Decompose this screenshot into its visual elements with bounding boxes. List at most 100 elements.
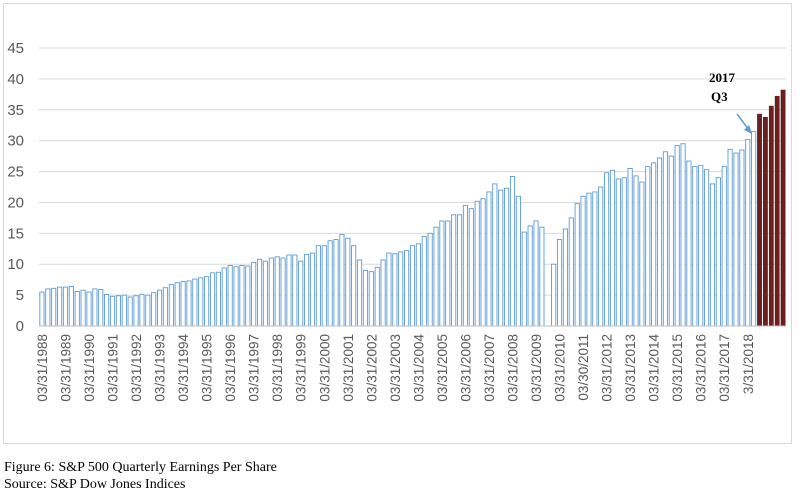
eps-bar [645,166,651,327]
eps-bar [351,245,357,327]
y-tick-label: 10 [7,256,24,273]
eps-bar [221,267,227,327]
eps-bar [533,220,539,327]
eps-bar [504,187,510,327]
eps-bar [298,260,304,327]
annotation-line-1: 2017 [709,70,736,85]
eps-bar [115,295,121,327]
y-tick-label: 45 [7,40,24,57]
eps-bar [592,191,598,327]
eps-bar [68,286,74,327]
x-tick-label: 03/31/2006 [458,334,473,402]
x-tick-label: 03/31/1997 [247,334,262,402]
x-tick-label: 03/31/2005 [435,334,450,402]
eps-bar [668,155,674,327]
eps-bar [233,266,239,327]
eps-bar [633,175,639,327]
eps-bar [751,130,757,327]
eps-bar [39,291,45,327]
eps-bar [698,164,704,327]
x-tick-label: 03/31/1998 [270,334,285,402]
eps-bar [492,183,498,327]
eps-bar [362,269,369,327]
eps-bar [562,228,568,327]
eps-bar [133,295,139,327]
x-tick-label: 03/30/2011 [576,334,591,401]
eps-bar [239,265,245,327]
eps-bar [309,252,316,327]
eps-bar [604,172,610,327]
eps-estimate-bar [763,116,768,327]
eps-bar [398,251,404,327]
eps-bar [692,166,698,327]
eps-bar [598,186,604,327]
eps-bar [721,166,727,327]
eps-bar [98,289,104,327]
eps-bar [333,239,339,327]
eps-bar [357,259,363,327]
y-tick-label: 15 [7,225,24,242]
x-tick-label: 03/31/1995 [200,334,215,402]
eps-bar [639,181,645,327]
eps-bar [515,195,521,327]
eps-estimate-bar [768,105,774,327]
x-tick-label: 03/31/2010 [553,334,568,402]
eps-bar [733,152,739,327]
eps-bar [462,205,469,327]
eps-bar [121,294,127,327]
y-tick-label: 0 [16,318,24,335]
eps-bar [686,160,692,327]
eps-bar [92,288,98,327]
eps-bar [392,253,398,327]
eps-bar [262,260,269,327]
eps-bar [151,292,157,327]
eps-bar [374,266,380,327]
eps-bar [251,261,257,327]
eps-bar [739,149,745,327]
x-tick-label: 03/31/2007 [482,334,497,402]
eps-bar [556,239,563,327]
eps-bar [209,272,216,327]
eps-estimate-bar [757,113,762,327]
eps-bar [421,235,427,327]
y-tick-label: 5 [16,287,24,304]
eps-bar [345,237,351,327]
x-tick-label: 03/31/1989 [58,334,73,402]
x-tick-label: 03/31/2016 [694,334,709,402]
eps-bar [568,217,574,327]
eps-bar [186,280,192,327]
eps-bar [215,271,221,327]
x-axis-ticks: 03/31/1988 03/31/1989 03/31/1990 03/31/1991… [35,334,756,402]
eps-bar [574,203,580,327]
eps-bar [656,157,663,327]
eps-bar [615,178,621,327]
eps-bar [586,192,592,327]
x-tick-label: 03/31/1988 [35,334,50,402]
eps-bar [727,148,733,327]
eps-bar [680,143,686,327]
eps-bar [139,294,145,327]
eps-bar [439,220,445,327]
y-axis-ticks: 0 5 10 15 20 25 30 35 40 45 [7,40,24,335]
eps-bar [498,189,504,327]
x-tick-label: 03/31/2012 [600,334,615,402]
eps-estimate-bar [780,89,786,327]
eps-bar [180,281,186,327]
gridlines [39,47,786,296]
eps-bar [292,254,298,327]
eps-bar [274,256,280,327]
x-tick-label: 03/31/2002 [364,334,379,402]
eps-bar [433,226,439,327]
eps-bar [368,271,374,327]
eps-bar [198,277,204,327]
eps-bar [45,288,51,327]
eps-bar [674,145,680,327]
eps-bar [415,243,421,327]
y-tick-label: 40 [7,71,24,88]
eps-bar [456,214,463,327]
eps-bar [321,245,327,327]
eps-bar [651,162,657,327]
eps-bar [145,294,151,327]
x-tick-label: 03/31/2013 [623,334,638,402]
